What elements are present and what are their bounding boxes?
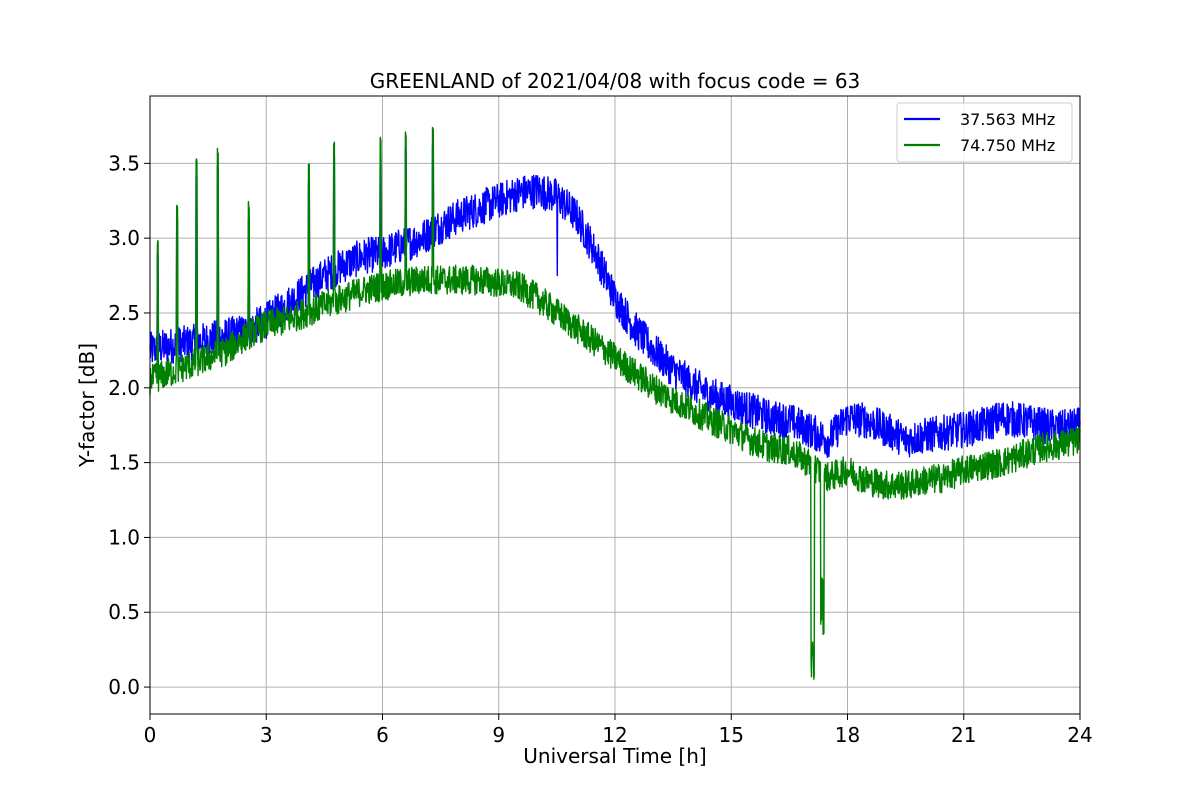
chart-title: GREENLAND of 2021/04/08 with focus code … <box>370 69 861 93</box>
y-axis-label: Y-factor [dB] <box>75 343 99 468</box>
series-line-2 <box>149 126 1081 680</box>
legend: 37.563 MHz 74.750 MHz <box>896 102 1073 163</box>
series-layer <box>149 126 1081 680</box>
x-tick-label: 12 <box>602 723 627 747</box>
x-tick-label: 0 <box>144 723 157 747</box>
y-tick-label: 1.5 <box>108 451 140 475</box>
legend-label-series-2: 74.750 MHz <box>960 136 1055 155</box>
legend-label-series-1: 37.563 MHz <box>960 110 1055 129</box>
y-tick-label: 2.5 <box>108 301 140 325</box>
legend-box <box>896 102 1073 163</box>
y-tick-label: 0.0 <box>108 675 140 699</box>
x-tick-label: 3 <box>260 723 273 747</box>
x-tick-label: 24 <box>1067 723 1092 747</box>
x-tick-label: 18 <box>835 723 860 747</box>
series-line-1 <box>149 144 1081 458</box>
x-tick-label: 15 <box>719 723 744 747</box>
x-axis-label: Universal Time [h] <box>523 744 706 768</box>
y-tick-label: 3.0 <box>108 226 140 250</box>
x-tick-label: 9 <box>492 723 505 747</box>
x-tick-label: 6 <box>376 723 389 747</box>
y-axis-ticks: 0.0 0.5 1.0 1.5 2.0 2.5 3.0 3.5 <box>108 151 150 699</box>
y-tick-label: 3.5 <box>108 151 140 175</box>
y-tick-label: 1.0 <box>108 525 140 549</box>
x-axis-ticks: 0 3 6 9 12 15 18 21 24 <box>144 714 1093 747</box>
x-tick-label: 21 <box>951 723 976 747</box>
y-tick-label: 0.5 <box>108 600 140 624</box>
y-tick-label: 2.0 <box>108 376 140 400</box>
